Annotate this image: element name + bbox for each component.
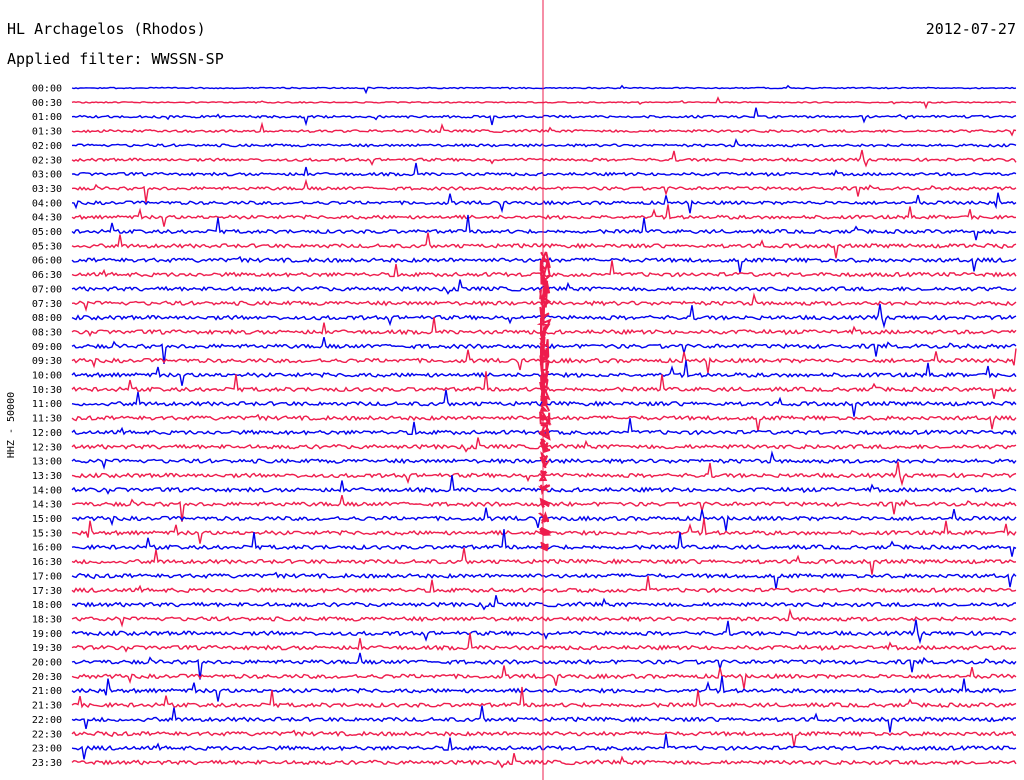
trace-line: [71, 214, 1017, 241]
tick-label: 23:00: [32, 744, 62, 755]
tick-label: 21:00: [32, 686, 62, 697]
tick-label: 01:30: [32, 127, 62, 138]
trace-group: [71, 84, 1017, 769]
filter-label: Applied filter: WWSSN-SP: [7, 50, 224, 68]
trace-line: [71, 162, 1017, 177]
tick-label: 18:00: [32, 600, 62, 611]
trace-line: [71, 676, 1017, 702]
tick-label: 03:00: [32, 170, 62, 181]
tick-label: 04:30: [32, 213, 62, 224]
tick-label: 08:00: [32, 313, 62, 324]
y-axis-label: HHZ - 50000: [6, 392, 17, 458]
trace-line: [71, 121, 1017, 137]
trace-line: [71, 192, 1017, 214]
tick-label: 02:00: [32, 141, 62, 152]
trace-line: [71, 753, 1017, 769]
tick-label: 19:30: [32, 643, 62, 654]
trace-line: [71, 619, 1017, 645]
trace-line: [71, 686, 1017, 709]
tick-label: 13:00: [32, 457, 62, 468]
tick-label: 14:30: [32, 500, 62, 511]
tick-label: 00:30: [32, 98, 62, 109]
tick-label: 18:30: [32, 614, 62, 625]
tick-label: 06:00: [32, 256, 62, 267]
tick-label: 12:30: [32, 442, 62, 453]
trace-line: [71, 96, 1017, 110]
tick-label: 21:30: [32, 701, 62, 712]
tick-label: 06:30: [32, 270, 62, 281]
tick-label: 11:30: [32, 414, 62, 425]
tick-label: 09:30: [32, 356, 62, 367]
trace-line: [71, 232, 1017, 259]
tick-label: 07:00: [32, 284, 62, 295]
trace-line: [71, 665, 1017, 689]
tick-label: 23:30: [32, 758, 62, 769]
tick-label: 16:30: [32, 557, 62, 568]
tick-label: 10:30: [32, 385, 62, 396]
trace-line: [71, 413, 1017, 432]
trace-line: [71, 137, 1017, 148]
tick-label: 17:30: [32, 586, 62, 597]
tick-label: 13:30: [32, 471, 62, 482]
tick-label: 00:00: [32, 84, 62, 95]
tick-label: 12:00: [32, 428, 62, 439]
tick-label: 17:00: [32, 571, 62, 582]
tick-label: 11:00: [32, 399, 62, 410]
tick-label: 19:00: [32, 629, 62, 640]
trace-line: [71, 149, 1017, 168]
tick-label: 15:30: [32, 528, 62, 539]
tick-label: 04:00: [32, 198, 62, 209]
trace-line: [71, 729, 1017, 747]
time-tick-labels: 00:00 00:30 01:00 01:30 02:00 02:30 03:00 03:30…: [32, 84, 62, 769]
tick-label: 09:00: [32, 342, 62, 353]
trace-line: [71, 575, 1017, 594]
tick-label: 08:30: [32, 327, 62, 338]
trace-line: [71, 705, 1017, 733]
trace-line: [71, 607, 1017, 628]
trace-line: [71, 204, 1017, 227]
tick-label: 20:30: [32, 672, 62, 683]
tick-label: 14:00: [32, 485, 62, 496]
tick-label: 22:30: [32, 729, 62, 740]
tick-label: 03:30: [32, 184, 62, 195]
trace-line: [71, 107, 1017, 127]
trace-line: [71, 178, 1017, 203]
trace-line: [71, 733, 1017, 760]
tick-label: 22:00: [32, 715, 62, 726]
tick-label: 05:30: [32, 241, 62, 252]
trace-line: [71, 595, 1017, 611]
trace-line: [71, 84, 1017, 95]
tick-label: 07:30: [32, 299, 62, 310]
tick-label: 02:30: [32, 155, 62, 166]
tick-label: 01:00: [32, 112, 62, 123]
trace-line: [71, 547, 1017, 575]
tick-label: 15:00: [32, 514, 62, 525]
tick-label: 20:00: [32, 658, 62, 669]
tick-label: 05:00: [32, 227, 62, 238]
tick-label: 10:00: [32, 371, 62, 382]
trace-line: [71, 652, 1017, 680]
station-title: HL Archagelos (Rhodos): [7, 20, 206, 38]
trace-line: [71, 571, 1017, 590]
trace-line: [71, 632, 1017, 653]
date-label: 2012-07-27: [925, 20, 1016, 38]
tick-label: 16:00: [32, 543, 62, 554]
